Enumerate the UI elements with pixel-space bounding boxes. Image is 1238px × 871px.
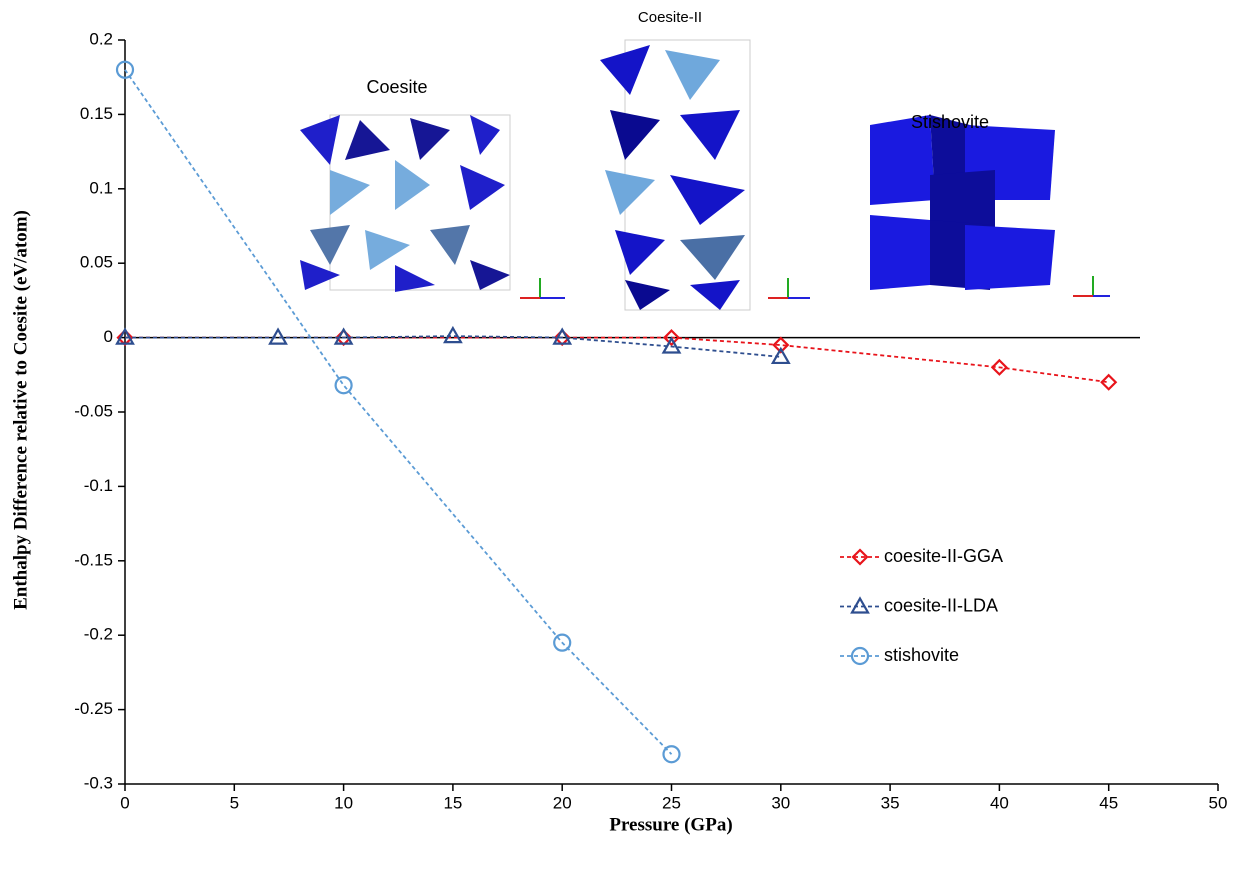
structure-label: Stishovite — [911, 112, 989, 132]
x-tick-label: 5 — [230, 793, 239, 812]
y-tick-label: -0.25 — [74, 699, 113, 718]
point — [270, 330, 286, 344]
y-tick-label: -0.1 — [84, 476, 113, 495]
legend-marker — [852, 599, 868, 613]
x-tick-label: 35 — [881, 793, 900, 812]
chart: Pressure (GPa) Enthalpy Difference relat… — [0, 0, 1238, 871]
x-tick-label: 25 — [662, 793, 681, 812]
legend-label: stishovite — [884, 645, 959, 665]
x-axis-title: Pressure (GPa) — [609, 814, 732, 835]
y-tick-label: -0.15 — [74, 550, 113, 569]
x-tick-label: 45 — [1099, 793, 1118, 812]
x-tick-label: 40 — [990, 793, 1009, 812]
x-tick-label: 0 — [120, 793, 129, 812]
point — [445, 328, 461, 342]
y-tick-label: 0.05 — [80, 253, 113, 272]
y-tick-label: -0.3 — [84, 773, 113, 792]
y-tick-label: 0.15 — [80, 104, 113, 123]
y-tick-label: 0.1 — [89, 178, 113, 197]
series-line — [125, 336, 781, 357]
structure-coesite — [300, 115, 510, 292]
x-tick-label: 20 — [553, 793, 572, 812]
x-tick-label: 15 — [443, 793, 462, 812]
legend-label: coesite-II-LDA — [884, 595, 998, 615]
structure-label: Coesite-II — [638, 9, 702, 26]
x-tick-label: 50 — [1209, 793, 1228, 812]
x-tick-label: 10 — [334, 793, 353, 812]
structure-coesite-ii — [600, 40, 750, 310]
y-tick-label: -0.05 — [74, 401, 113, 420]
y-axis-title: Enthalpy Difference relative to Coesite … — [10, 210, 31, 610]
y-tick-label: 0.2 — [89, 29, 113, 48]
structure-stishovite — [870, 115, 1055, 290]
point — [336, 377, 352, 393]
structure-label: Coesite — [366, 77, 427, 97]
y-tick-label: 0 — [104, 327, 113, 346]
y-tick-label: -0.2 — [84, 625, 113, 644]
x-tick-label: 30 — [771, 793, 790, 812]
legend-label: coesite-II-GGA — [884, 546, 1003, 566]
